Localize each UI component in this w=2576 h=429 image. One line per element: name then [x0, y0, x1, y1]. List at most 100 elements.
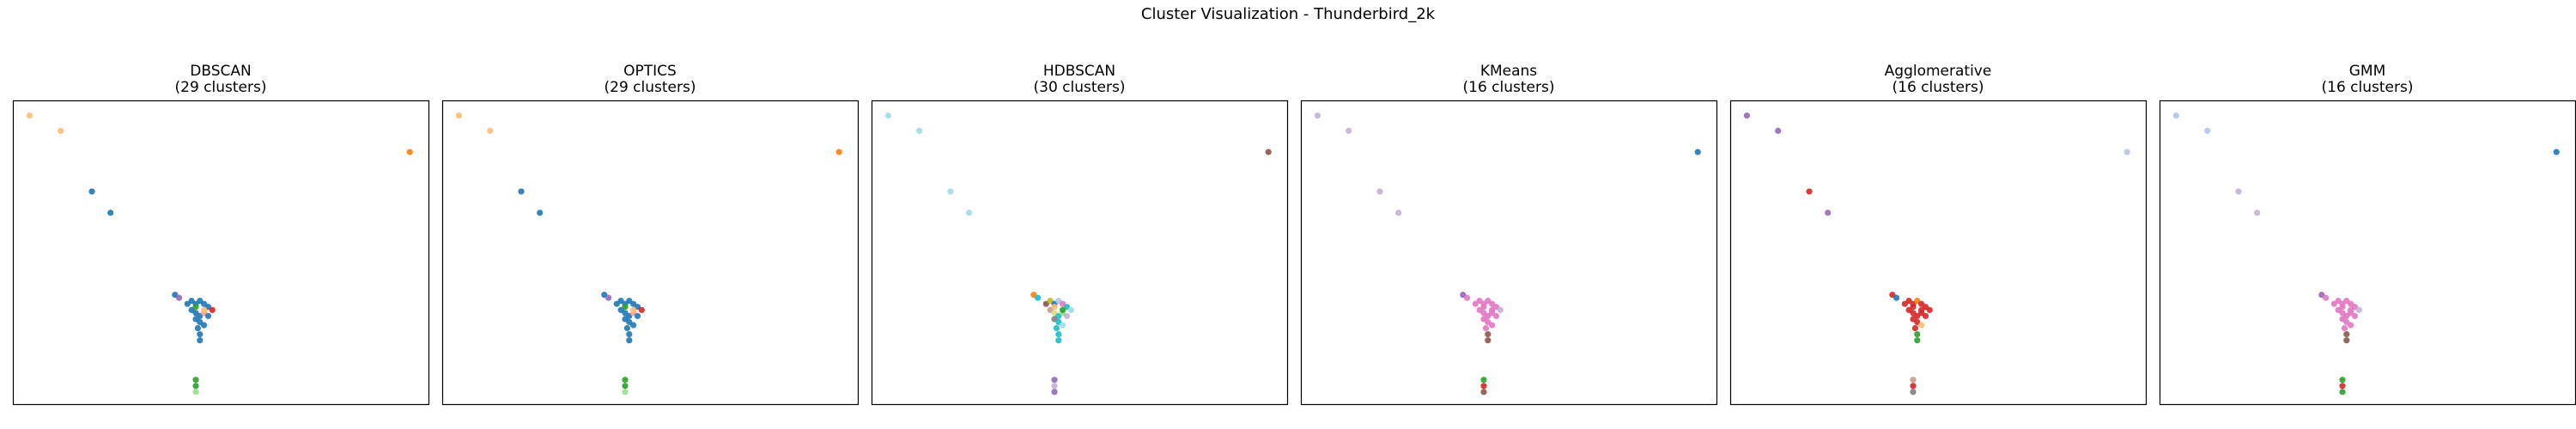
data-point	[626, 337, 633, 344]
data-point	[209, 306, 216, 313]
data-point	[1910, 389, 1917, 396]
subplot-kmeans: KMeans(16 clusters)	[1300, 63, 1718, 406]
data-point	[88, 188, 95, 195]
data-point	[2172, 112, 2179, 119]
subplot-optics: OPTICS(29 clusters)	[441, 63, 860, 406]
plot-area	[441, 100, 860, 406]
data-point	[1051, 383, 1058, 390]
data-point	[1911, 324, 1918, 332]
data-point	[2339, 304, 2346, 311]
data-point	[1480, 377, 1487, 384]
data-point	[26, 112, 33, 119]
data-point	[1918, 322, 1925, 329]
data-point	[176, 294, 183, 301]
data-point	[2355, 306, 2362, 313]
data-point	[1743, 112, 1750, 119]
subplot-subtitle: (16 clusters)	[1463, 79, 1555, 96]
data-point	[966, 209, 973, 216]
data-point	[107, 209, 114, 216]
data-point	[1926, 306, 1933, 313]
data-point	[1051, 377, 1058, 384]
data-point	[630, 322, 637, 329]
data-point	[1480, 389, 1487, 396]
data-point	[2323, 294, 2330, 301]
data-point	[626, 331, 633, 338]
data-point	[2235, 188, 2242, 195]
data-point	[2339, 377, 2346, 384]
data-point	[1035, 294, 1042, 301]
data-point	[622, 377, 629, 384]
data-point	[194, 324, 201, 332]
data-point	[622, 304, 629, 311]
data-point	[1492, 312, 1500, 319]
subplot-gmm: GMM(16 clusters)	[2159, 63, 2576, 406]
data-point	[1067, 306, 1074, 313]
subplot-title: OPTICS	[623, 63, 677, 80]
figure-title: Cluster Visualization - Thunderbird_2k	[1141, 5, 1436, 23]
data-point	[1497, 306, 1504, 313]
data-point	[192, 377, 199, 384]
data-point	[622, 389, 629, 396]
data-point	[1060, 322, 1066, 329]
data-point	[192, 304, 199, 311]
data-point	[197, 331, 204, 338]
plot-area	[1729, 100, 2148, 406]
data-point	[1053, 324, 1060, 332]
data-point	[1060, 306, 1066, 313]
data-point	[916, 127, 923, 134]
data-point	[201, 306, 208, 313]
data-point	[1051, 304, 1058, 311]
data-point	[1055, 331, 1062, 338]
data-point	[2204, 127, 2211, 134]
data-point	[192, 389, 199, 396]
data-point	[1489, 306, 1496, 313]
data-point	[204, 312, 212, 319]
data-point	[622, 383, 629, 390]
data-point	[1395, 209, 1402, 216]
data-point	[623, 324, 631, 332]
data-point	[455, 112, 463, 119]
data-point	[1480, 304, 1487, 311]
data-point	[1055, 337, 1062, 344]
data-point	[1914, 337, 1921, 344]
plot-area	[1300, 100, 1718, 406]
data-point	[487, 127, 494, 134]
data-point	[2123, 148, 2130, 155]
subplot-grid: DBSCAN(29 clusters)OPTICS(29 clusters)HD…	[12, 63, 2576, 406]
data-point	[2553, 148, 2560, 155]
data-point	[2348, 322, 2354, 329]
data-point	[2351, 312, 2359, 319]
data-point	[630, 306, 637, 313]
data-point	[1464, 294, 1471, 301]
data-point	[1775, 127, 1782, 134]
subplot-dbscan: DBSCAN(29 clusters)	[12, 63, 430, 406]
subplot-title: KMeans	[1480, 63, 1537, 80]
data-point	[1376, 188, 1383, 195]
data-point	[634, 312, 641, 319]
subplot-title: HDBSCAN	[1043, 63, 1115, 80]
data-point	[58, 127, 64, 134]
data-point	[638, 306, 645, 313]
subplot-title: GMM	[2349, 63, 2386, 80]
plot-area	[12, 100, 430, 406]
subplot-hdbscan: HDBSCAN(30 clusters)	[871, 63, 1289, 406]
data-point	[1063, 312, 1071, 319]
data-point	[1806, 188, 1813, 195]
data-point	[1485, 337, 1492, 344]
plot-area	[871, 100, 1289, 406]
data-point	[1918, 306, 1925, 313]
data-point	[2341, 324, 2348, 332]
data-point	[947, 188, 954, 195]
subplot-subtitle: (29 clusters)	[605, 79, 696, 96]
data-point	[1485, 331, 1492, 338]
data-point	[1914, 331, 1921, 338]
data-point	[1910, 383, 1917, 390]
data-point	[1480, 383, 1487, 390]
data-point	[2343, 331, 2350, 338]
data-point	[1893, 294, 1900, 301]
subplot-subtitle: (16 clusters)	[1893, 79, 1984, 96]
subplot-subtitle: (30 clusters)	[1034, 79, 1126, 96]
data-point	[1051, 389, 1058, 396]
data-point	[406, 148, 413, 155]
data-point	[2339, 383, 2346, 390]
